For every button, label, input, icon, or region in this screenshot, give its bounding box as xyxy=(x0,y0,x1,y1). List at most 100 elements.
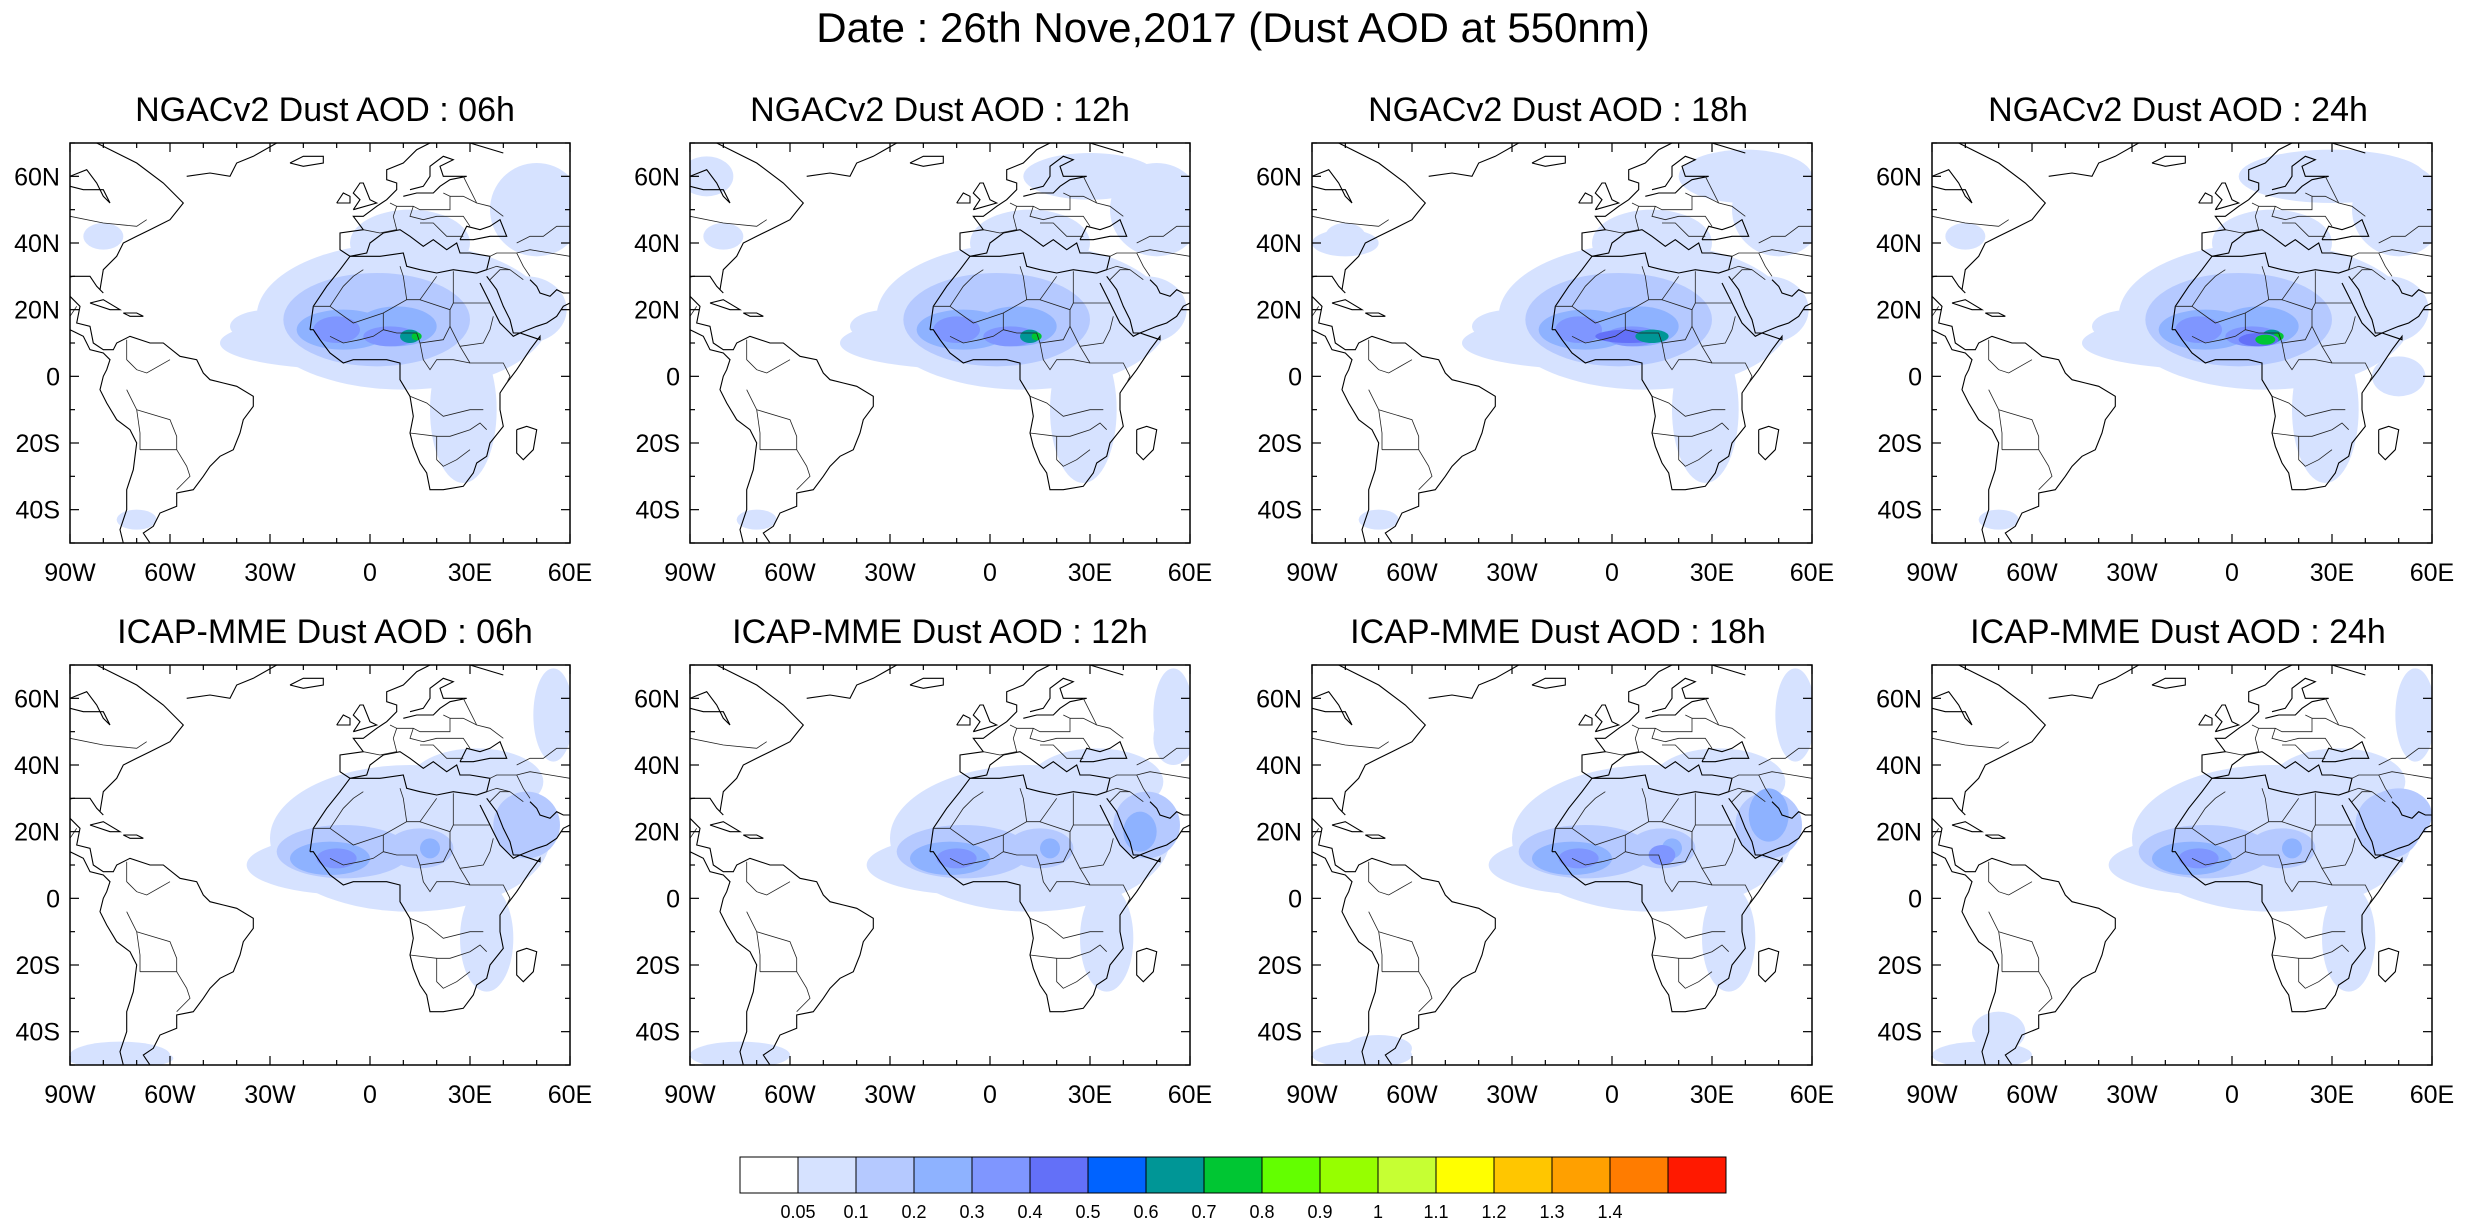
lon-tick-label: 0 xyxy=(2225,1081,2239,1109)
lon-tick-label: 30E xyxy=(1690,559,1734,587)
lon-tick-label: 90W xyxy=(44,1081,96,1109)
lat-tick-label: 60N xyxy=(14,685,60,713)
lon-tick-label: 0 xyxy=(1605,1081,1619,1109)
lon-tick-label: 0 xyxy=(983,559,997,587)
coastlines xyxy=(690,665,1190,1065)
lat-tick-label: 0 xyxy=(1288,363,1302,391)
lon-tick-label: 60E xyxy=(548,1081,592,1109)
lat-tick-label: 20N xyxy=(14,819,60,847)
coastlines xyxy=(70,143,570,543)
lon-tick-label: 90W xyxy=(1906,1081,1958,1109)
colorbar-swatch xyxy=(1203,1156,1263,1194)
lon-tick-label: 30W xyxy=(244,559,296,587)
lon-tick-label: 90W xyxy=(44,559,96,587)
lon-tick-label: 90W xyxy=(1286,559,1338,587)
dust-plume xyxy=(1312,149,1812,530)
lon-tick-label: 60E xyxy=(1168,1081,1212,1109)
lon-tick-label: 60W xyxy=(1386,1081,1438,1109)
coastlines xyxy=(70,665,570,1065)
colorbar-swatch xyxy=(1377,1156,1437,1194)
lon-tick-label: 0 xyxy=(363,1081,377,1109)
lat-tick-label: 0 xyxy=(46,363,60,391)
lon-tick-label: 60W xyxy=(2006,1081,2058,1109)
map-panel: 90W 60W 30W 0 30E 60E 60N 40N 20N 0 20S 40S xyxy=(14,142,592,587)
lon-tick-label: 90W xyxy=(664,1081,716,1109)
colorbar-label: 1.4 xyxy=(1597,1202,1622,1222)
lon-tick-label: 60E xyxy=(1790,1081,1834,1109)
lat-tick-label: 40N xyxy=(634,230,680,258)
colorbar-swatch xyxy=(1087,1156,1147,1194)
lon-tick-label: 90W xyxy=(664,559,716,587)
dust-plume xyxy=(1932,668,2432,1065)
lon-tick-label: 30W xyxy=(2106,559,2158,587)
lon-tick-label: 60E xyxy=(548,559,592,587)
lon-tick-label: 30W xyxy=(1486,559,1538,587)
lat-tick-label: 40N xyxy=(634,752,680,780)
coastlines xyxy=(1312,143,1812,543)
colorbar-label: 0.3 xyxy=(959,1202,984,1222)
lat-tick-label: 60N xyxy=(14,163,60,191)
colorbar-swatch xyxy=(1029,1156,1089,1194)
lon-tick-label: 60W xyxy=(144,1081,196,1109)
lat-tick-label: 20S xyxy=(1878,430,1922,458)
colorbar-label: 0.1 xyxy=(843,1202,868,1222)
lon-tick-label: 30E xyxy=(2310,1081,2354,1109)
panel-title-ngac-18h: NGACv2 Dust AOD : 18h xyxy=(1368,91,1748,129)
lat-tick-label: 20N xyxy=(1876,297,1922,325)
map-panel: 90W 60W 30W 0 30E 60E 60N 40N 20N 0 20S 40S xyxy=(1876,664,2454,1109)
lat-tick-label: 60N xyxy=(634,163,680,191)
lat-tick-label: 60N xyxy=(1876,163,1922,191)
lat-tick-label: 60N xyxy=(1256,163,1302,191)
colorbar-swatch xyxy=(913,1156,973,1194)
lat-tick-label: 40S xyxy=(1258,1019,1302,1047)
dust-plume xyxy=(1312,668,1812,1065)
country-borders xyxy=(1932,698,2432,1012)
lat-tick-label: 0 xyxy=(46,885,60,913)
coastlines xyxy=(1932,665,2432,1065)
lon-tick-label: 30E xyxy=(448,1081,492,1109)
lon-tick-label: 60W xyxy=(764,1081,816,1109)
lat-tick-label: 20N xyxy=(1256,297,1302,325)
colorbar: 0.05 0.1 0.2 0.3 0.4 0.5 0.6 0.7 0.8 0.9 1 1.1 1.2 1.… xyxy=(739,1156,1727,1222)
lon-tick-label: 0 xyxy=(2225,559,2239,587)
lat-tick-label: 20S xyxy=(1258,430,1302,458)
lat-tick-label: 20S xyxy=(16,430,60,458)
map-panel: 90W 60W 30W 0 30E 60E 60N 40N 20N 0 20S 40S xyxy=(1256,142,1834,587)
colorbar-label: 0.5 xyxy=(1075,1202,1100,1222)
dust-plume xyxy=(1945,149,2432,530)
map-panel: 90W 60W 30W 0 30E 60E 60N 40N 20N 0 20S 40S xyxy=(14,664,592,1109)
country-borders xyxy=(690,698,1190,1012)
lat-tick-label: 40N xyxy=(1256,752,1302,780)
colorbar-swatch xyxy=(1261,1156,1321,1194)
colorbar-label: 0.2 xyxy=(901,1202,926,1222)
lon-tick-label: 60E xyxy=(2410,1081,2454,1109)
lat-tick-label: 40S xyxy=(16,1019,60,1047)
dust-plume xyxy=(70,668,570,1065)
map-panel: 90W 60W 30W 0 30E 60E 60N 40N 20N 0 20S 40S xyxy=(634,142,1212,587)
lat-tick-label: 20N xyxy=(634,819,680,847)
coastlines xyxy=(1312,665,1812,1065)
lat-tick-label: 20S xyxy=(636,952,680,980)
lat-tick-label: 20N xyxy=(14,297,60,325)
dust-plume xyxy=(690,668,1190,1065)
colorbar-label: 0.8 xyxy=(1249,1202,1274,1222)
panel-title-icap-18h: ICAP-MME Dust AOD : 18h xyxy=(1350,613,1766,651)
lat-tick-label: 0 xyxy=(666,885,680,913)
lat-tick-label: 20N xyxy=(1256,819,1302,847)
coastlines xyxy=(690,143,1190,543)
country-borders xyxy=(1312,176,1812,490)
colorbar-label: 1.2 xyxy=(1481,1202,1506,1222)
lon-tick-label: 60W xyxy=(1386,559,1438,587)
lon-tick-label: 30E xyxy=(1068,559,1112,587)
panel-title-ngac-06h: NGACv2 Dust AOD : 06h xyxy=(135,91,515,129)
lat-tick-label: 60N xyxy=(1876,685,1922,713)
colorbar-label: 0.4 xyxy=(1017,1202,1042,1222)
colorbar-swatch xyxy=(855,1156,915,1194)
lon-tick-label: 60W xyxy=(144,559,196,587)
country-borders xyxy=(70,698,570,1012)
country-borders xyxy=(1312,698,1812,1012)
lon-tick-label: 60E xyxy=(1790,559,1834,587)
colorbar-swatch xyxy=(1145,1156,1205,1194)
colorbar-label: 0.7 xyxy=(1191,1202,1216,1222)
lon-tick-label: 30W xyxy=(864,1081,916,1109)
